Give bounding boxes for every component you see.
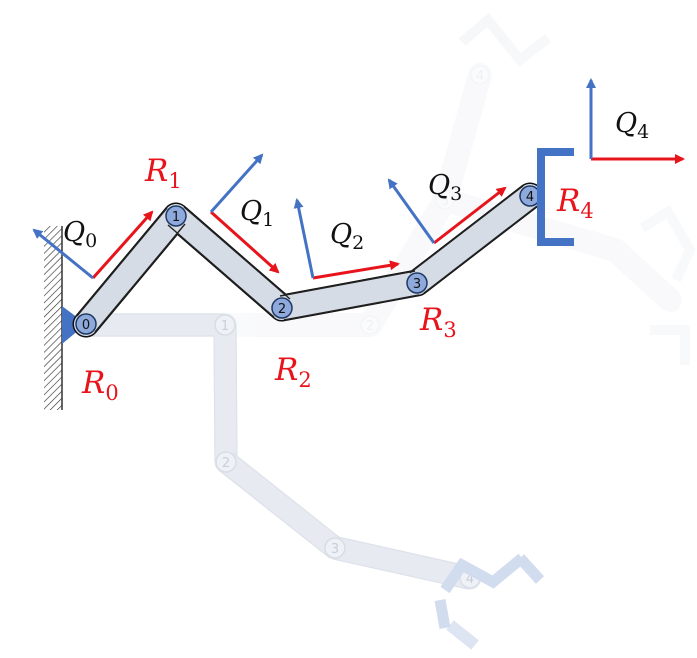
joint-label-1: 1 (172, 210, 180, 225)
ghost-upper-joint-label: 4 (476, 69, 484, 84)
joint-label-0: 0 (82, 318, 90, 333)
q0-blue-arrow (32, 228, 94, 280)
ghost-lower-joint-label: 2 (222, 456, 230, 471)
q2-blue-arrow (293, 198, 315, 279)
ghost-lower-gripper-icon (440, 553, 526, 594)
ghost-lower-joint-label: 1 (221, 319, 229, 334)
joint-2 (271, 297, 293, 319)
label-q4: Q4 (615, 108, 649, 143)
ghost-lower-gripper-icon (446, 620, 479, 650)
ghost-upper-joint (360, 315, 380, 335)
q3-blue-arrow (387, 178, 436, 244)
q1-blue-arrow (209, 153, 264, 214)
label-q2: Q2 (330, 219, 364, 254)
joint-label-3: 3 (413, 277, 421, 292)
ghost-upper-joint-label: 3 (441, 194, 449, 209)
ghost-lower-gripper-icon (515, 554, 545, 584)
label-q1: Q1 (240, 196, 274, 231)
ghost-upper-gripper-icon (650, 325, 690, 365)
ghost-arm-upper: 2 3 4 (78, 12, 696, 365)
gripper-icon (537, 148, 574, 246)
label-r1: R1 (144, 153, 182, 193)
joint-label-2: 2 (278, 302, 286, 317)
label-r0: R0 (81, 365, 119, 405)
ghost-lower-joint (324, 537, 346, 559)
ghost-lower-joint-label: 3 (331, 542, 339, 557)
fixed-wall (44, 226, 62, 410)
joint-1 (165, 205, 187, 227)
link-edges (76, 185, 538, 333)
q2-red-arrow (312, 260, 400, 280)
ghost-lower-joint (215, 451, 237, 473)
joint-label-4: 4 (526, 190, 534, 205)
ghost-upper-joint-label: 2 (366, 319, 374, 334)
joint-3 (406, 272, 428, 294)
ghost-upper-gripper-icon (639, 205, 696, 283)
label-q0: Q0 (63, 217, 97, 252)
ghost-upper-joint (435, 190, 455, 210)
ghost-arm-lower: 1 2 3 4 (76, 313, 545, 650)
label-r3: R3 (419, 302, 457, 342)
joint-0 (75, 313, 97, 335)
ghost-lower-joint-label: 4 (466, 572, 474, 587)
q1-red-arrow (209, 210, 280, 274)
ghost-upper-gripper-icon (458, 12, 552, 67)
q0-red-arrow (91, 210, 154, 279)
ghost-upper-joint (470, 65, 490, 85)
q3-red-arrow (433, 186, 507, 245)
label-r2: R2 (274, 352, 312, 392)
ghost-lower-gripper-icon (434, 599, 451, 629)
ghost-lower-joint (214, 314, 236, 336)
arm-joints (75, 185, 541, 335)
label-r4: R4 (556, 183, 594, 223)
label-q3: Q3 (428, 170, 462, 205)
